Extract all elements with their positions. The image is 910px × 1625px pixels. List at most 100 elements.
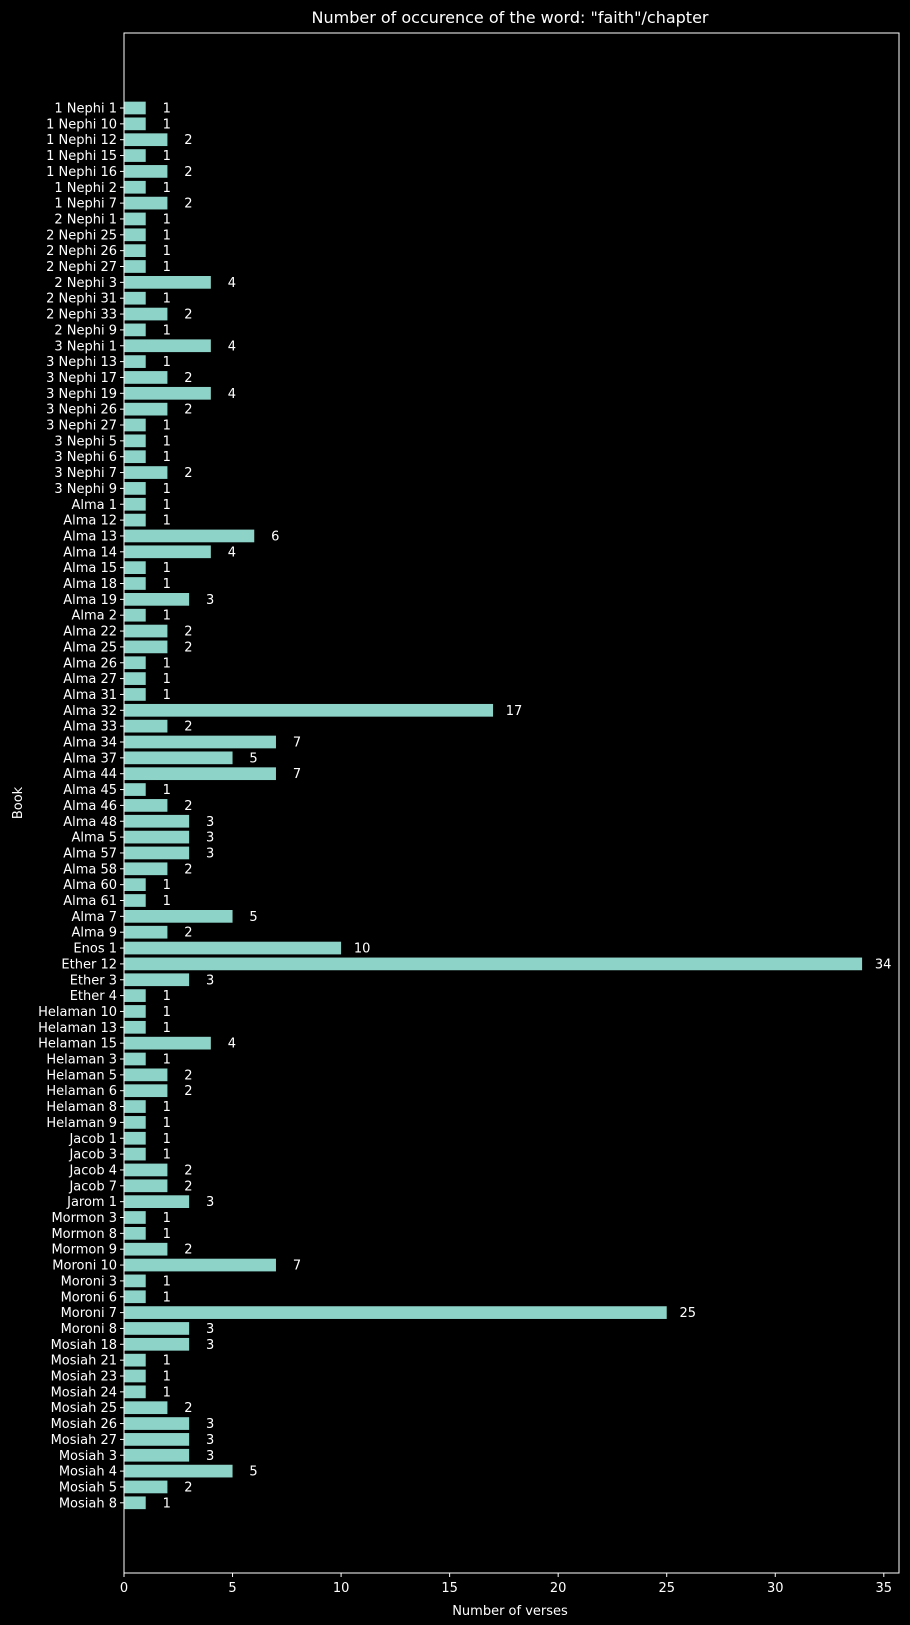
y-tick-label: Mosiah 8: [59, 1496, 117, 1511]
bar: [124, 276, 211, 289]
y-tick-label: 1 Nephi 7: [54, 197, 117, 212]
y-tick-label: Alma 7: [71, 910, 117, 925]
bar-value-label: 2: [184, 799, 192, 814]
bar-value-label: 1: [163, 450, 171, 465]
y-tick-label: Alma 58: [63, 862, 117, 877]
y-tick-label: 2 Nephi 33: [46, 308, 117, 323]
bar: [124, 228, 146, 242]
y-tick-label: Alma 37: [63, 751, 117, 766]
bar: [124, 561, 146, 574]
bar: [124, 1290, 146, 1304]
y-tick-label: 2 Nephi 27: [46, 260, 117, 275]
bar: [124, 165, 168, 178]
x-tick-label: 25: [658, 1581, 675, 1596]
bar: [124, 1448, 190, 1462]
bar: [124, 862, 168, 876]
y-tick-label: Mosiah 26: [51, 1417, 117, 1432]
y-tick-label: Alma 19: [63, 593, 117, 608]
y-tick-label: 1 Nephi 15: [46, 149, 117, 164]
bar-value-label: 4: [228, 545, 236, 560]
bar: [124, 323, 146, 337]
bar-value-label: 2: [184, 1084, 192, 1099]
bar: [124, 371, 168, 384]
y-tick-label: Ether 3: [70, 973, 117, 988]
y-tick-label: 3 Nephi 17: [46, 371, 117, 386]
bar: [124, 386, 211, 400]
bar: [124, 1036, 211, 1050]
bar: [124, 1227, 146, 1240]
y-tick-label: 1 Nephi 2: [54, 181, 117, 196]
bar: [124, 1068, 168, 1082]
bar-value-label: 1: [163, 1290, 171, 1305]
x-axis: 0 5 10 15 20 25 30 35: [120, 1573, 892, 1596]
bar-value-label: 2: [184, 1243, 192, 1258]
bar-value-label: 4: [228, 276, 236, 291]
bar: [124, 1084, 168, 1098]
y-tick-label: 3 Nephi 13: [46, 355, 117, 370]
bar-value-label: 1: [163, 1496, 171, 1511]
bar: [124, 593, 190, 606]
y-tick-label: 2 Nephi 3: [54, 276, 117, 291]
y-tick-label: 3 Nephi 19: [46, 387, 117, 402]
bar: [124, 1052, 146, 1066]
y-tick-label: 3 Nephi 7: [54, 466, 117, 481]
bar-value-label: 3: [206, 815, 214, 830]
y-tick-label: Alma 13: [63, 529, 117, 544]
y-tick-label: 3 Nephi 5: [54, 434, 117, 449]
bar-value-label: 3: [206, 1433, 214, 1448]
bar: [124, 212, 146, 226]
bar-value-label: 4: [228, 1037, 236, 1052]
bar-value-label: 1: [163, 498, 171, 513]
y-tick-label: 3 Nephi 6: [54, 450, 117, 465]
bar-value-label: 1: [163, 894, 171, 909]
bar: [124, 450, 146, 464]
bar-value-label: 2: [184, 1480, 192, 1495]
bar: [124, 133, 168, 147]
y-tick-label: Alma 14: [63, 545, 117, 560]
bar-value-label: 1: [163, 577, 171, 592]
bar-value-label: 1: [163, 1148, 171, 1163]
y-tick-label: Alma 34: [63, 736, 117, 751]
bar-value-label: 1: [163, 1100, 171, 1115]
y-tick-label: 3 Nephi 1: [54, 339, 117, 354]
bar: [124, 466, 168, 479]
bar-value-label: 25: [679, 1306, 696, 1321]
y-tick-label: Alma 2: [71, 609, 117, 624]
bar: [124, 339, 211, 353]
y-tick-label: Jarom 1: [66, 1195, 117, 1210]
y-tick-label: Alma 27: [63, 672, 117, 687]
bar-value-label: 1: [163, 1354, 171, 1369]
bar-value-label: 1: [163, 228, 171, 243]
bar-value-label: 7: [293, 736, 301, 751]
y-tick-label: Alma 57: [63, 846, 117, 861]
bar-value-label: 2: [184, 640, 192, 655]
y-tick-label: Moroni 6: [61, 1290, 117, 1305]
y-tick-label: 3 Nephi 9: [54, 482, 117, 497]
bar-value-label: 2: [184, 1068, 192, 1083]
bar: [124, 830, 190, 844]
bar: [124, 751, 233, 765]
y-tick-label: Alma 60: [63, 878, 117, 893]
bar-value-label: 2: [184, 371, 192, 386]
y-tick-label: Helaman 13: [38, 1021, 117, 1036]
bar-value-label: 2: [184, 466, 192, 481]
bar-value-label: 3: [206, 1417, 214, 1432]
bar-value-label: 1: [163, 656, 171, 671]
bar-value-label: 1: [163, 181, 171, 196]
y-tick-label: Alma 9: [71, 926, 117, 941]
bar: [124, 640, 168, 654]
y-tick-label: Alma 44: [63, 767, 117, 782]
bar: [124, 1464, 233, 1478]
bar-value-label: 1: [163, 419, 171, 434]
y-tick-label: Moroni 3: [61, 1274, 117, 1289]
bar-value-label: 1: [163, 1053, 171, 1068]
bar: [124, 1353, 146, 1367]
bar-value-label: 1: [163, 260, 171, 275]
y-tick-label: 1 Nephi 10: [46, 117, 117, 132]
bar: [124, 1005, 146, 1018]
y-tick-label: Alma 48: [63, 815, 117, 830]
y-tick-label: 2 Nephi 1: [54, 212, 117, 227]
y-tick-label: Jacob 3: [68, 1148, 117, 1163]
bar: [124, 1211, 146, 1224]
